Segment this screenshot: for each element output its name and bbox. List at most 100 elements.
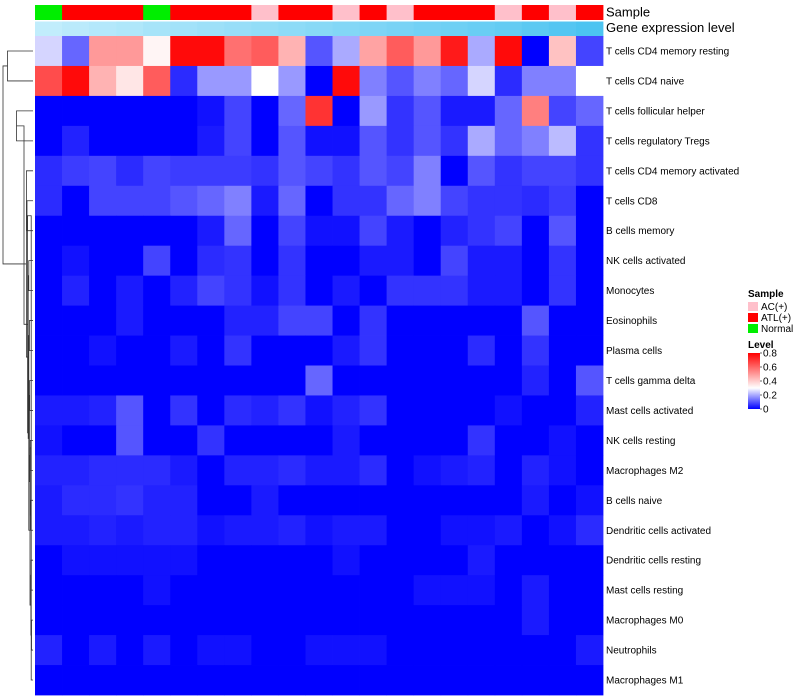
heatmap-cell [359, 125, 388, 157]
heatmap-cell [116, 485, 144, 516]
heatmap-cell [413, 245, 442, 277]
gene-expression-annotation-cell [197, 21, 225, 37]
sample-annotation-cell [251, 5, 279, 20]
heatmap-cell [89, 395, 117, 426]
heatmap-cell [494, 485, 523, 516]
gene-expression-annotation-cell [413, 21, 442, 37]
heatmap-cell [548, 65, 577, 97]
annotation-labels: Sample Gene expression level [606, 5, 735, 36]
heatmap-cell [62, 395, 90, 426]
heatmap-cell [467, 395, 496, 426]
heatmap-cell [224, 635, 252, 666]
heatmap-cell [224, 95, 252, 127]
heatmap-cell [332, 305, 360, 336]
heatmap-cell [62, 245, 90, 277]
heatmap-cell [278, 545, 306, 576]
heatmap-cell [359, 155, 388, 187]
heatmap-cell [440, 275, 469, 306]
heatmap-cell [116, 515, 144, 546]
heatmap-cell [224, 155, 252, 187]
row-label: T cells gamma delta [606, 376, 696, 387]
heatmap-cell [116, 245, 144, 277]
heatmap-cell [116, 365, 144, 396]
heatmap-cell [305, 335, 333, 366]
heatmap-cell [251, 245, 279, 277]
heatmap-cell [413, 95, 442, 127]
legend-swatch-ac [748, 302, 758, 311]
heatmap-cell [170, 665, 198, 696]
heatmap-cell [413, 185, 442, 217]
gene-expression-annotation-cell [305, 21, 333, 37]
heatmap-cell [359, 605, 388, 636]
heatmap-cell [386, 545, 415, 576]
heatmap-cell [548, 245, 577, 277]
gene-expression-annotation-cell [521, 21, 550, 37]
heatmap-cell [305, 95, 333, 127]
heatmap-cell [548, 275, 577, 306]
dendrogram-branch [2, 65, 27, 265]
heatmap-cell [494, 215, 523, 247]
heatmap-cell [440, 635, 469, 666]
heatmap-cell [197, 485, 225, 516]
heatmap-cell [359, 95, 388, 127]
heatmap-cell [494, 155, 523, 187]
heatmap-cell [521, 305, 550, 336]
heatmap-cell [386, 36, 415, 67]
heatmap-cell [224, 65, 252, 97]
heatmap-cell [116, 635, 144, 666]
heatmap-cell [413, 335, 442, 366]
heatmap-cell [575, 665, 604, 696]
heatmap-cell [62, 425, 90, 456]
heatmap-cell [494, 305, 523, 336]
legend-colorbar [748, 353, 760, 409]
heatmap-cell [359, 185, 388, 217]
heatmap-cell [305, 665, 333, 696]
gene-expression-annotation-cell [440, 21, 469, 37]
heatmap-cell [62, 605, 90, 636]
heatmap-cell [62, 95, 90, 127]
heatmap-cell [278, 605, 306, 636]
heatmap-cell [197, 65, 225, 97]
heatmap-cell [521, 185, 550, 217]
heatmap-cell [467, 335, 496, 366]
heatmap-cell [35, 365, 63, 396]
heatmap-cell [89, 305, 117, 336]
heatmap-cell [170, 605, 198, 636]
gene-expression-annotation-cell [62, 21, 90, 37]
heatmap-cell [197, 305, 225, 336]
sample-annotation-cell [197, 5, 225, 20]
heatmap-cell [494, 335, 523, 366]
gene-expression-annotation-cell [386, 21, 415, 37]
heatmap-cell [413, 605, 442, 636]
heatmap-cell [197, 365, 225, 396]
heatmap-cell [143, 215, 171, 247]
heatmap-cell [35, 635, 63, 666]
heatmap-cell [35, 305, 63, 336]
heatmap-cell [494, 545, 523, 576]
heatmap-cell [359, 515, 388, 546]
heatmap-cell [332, 395, 360, 426]
heatmap-cell [413, 275, 442, 306]
heatmap-cell [440, 575, 469, 606]
heatmap-cell [143, 515, 171, 546]
heatmap-cell [440, 605, 469, 636]
heatmap-cell [521, 275, 550, 306]
heatmap-cell [332, 155, 360, 187]
heatmap-cell [521, 335, 550, 366]
heatmap-cell [305, 365, 333, 396]
heatmap-cell [278, 515, 306, 546]
heatmap-cell [575, 335, 604, 366]
dendrogram-branch [16, 125, 28, 325]
heatmap-cell [440, 335, 469, 366]
heatmap-cell [359, 485, 388, 516]
heatmap-cell [332, 275, 360, 306]
heatmap-cell [332, 545, 360, 576]
row-label: B cells memory [606, 226, 674, 237]
row-label: Macrophages M0 [606, 616, 684, 627]
heatmap-cell [467, 605, 496, 636]
heatmap-cell [278, 575, 306, 606]
heatmap-cell [359, 665, 388, 696]
row-label: NK cells resting [606, 436, 675, 447]
heatmap-cell [170, 455, 198, 486]
legend-level-title: Level [748, 340, 774, 351]
